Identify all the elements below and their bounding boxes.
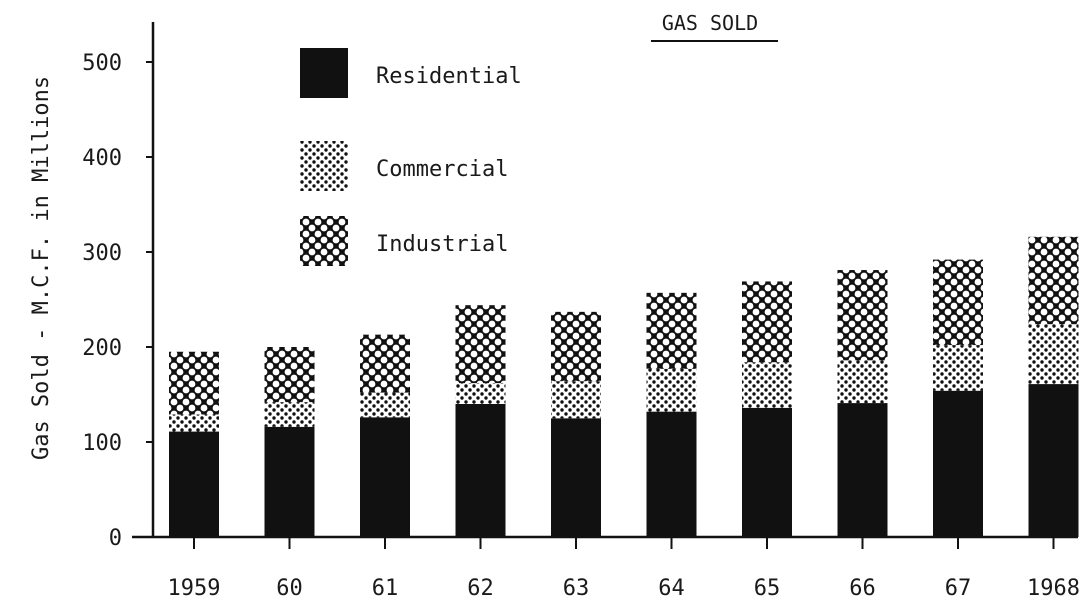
bar-segment-residential-62	[455, 404, 506, 537]
bar-segment-industrial-61	[360, 334, 410, 393]
bar-segment-industrial-60	[264, 347, 315, 403]
bar-segment-commercial-62	[455, 383, 506, 404]
bar-segment-commercial-65	[742, 362, 792, 408]
x-tick-label: 65	[754, 576, 781, 601]
bars	[169, 236, 1079, 537]
x-tick-label: 66	[849, 576, 876, 601]
bar-segment-commercial-63	[551, 381, 601, 419]
x-tick-label: 1968	[1027, 576, 1080, 601]
bar-segment-industrial-66	[837, 270, 888, 361]
bar-segment-commercial-67	[933, 345, 983, 391]
bar-segment-residential-1968	[1028, 384, 1079, 537]
bar-segment-residential-60	[264, 426, 315, 537]
legend-swatch-commercial	[300, 141, 348, 191]
bar-segment-industrial-64	[646, 292, 697, 369]
y-axis-title: Gas Sold - M.C.F. in Millions	[29, 76, 54, 460]
y-axis-ticks: 0 100 200 300 400 500	[82, 51, 153, 551]
legend-swatch-residential	[300, 48, 348, 98]
bar-segment-commercial-66	[837, 360, 888, 404]
x-tick-label: 1959	[168, 576, 221, 601]
x-axis-ticks: 1959 60 61 62 63 64 65 66 67 1968	[168, 537, 1080, 601]
chart-title: GAS SOLD	[662, 11, 758, 35]
bar-segment-industrial-1959	[169, 351, 219, 415]
legend-swatch-industrial	[300, 216, 348, 266]
y-tick-label: 200	[82, 336, 122, 361]
bar-segment-commercial-61	[360, 392, 410, 418]
bar-segment-residential-64	[646, 411, 697, 537]
x-tick-label: 63	[563, 576, 590, 601]
legend-label-industrial: Industrial	[376, 232, 508, 257]
bar-segment-residential-65	[742, 407, 792, 537]
bar-segment-industrial-62	[455, 305, 506, 384]
bar-segment-industrial-65	[742, 281, 792, 363]
bar-segment-commercial-64	[646, 368, 697, 412]
bar-segment-industrial-63	[551, 311, 601, 382]
x-tick-label: 67	[945, 576, 972, 601]
bar-segment-residential-66	[837, 403, 888, 537]
legend-label-residential: Residential	[376, 64, 522, 89]
legend-label-commercial: Commercial	[376, 157, 508, 182]
bar-segment-commercial-60	[264, 402, 315, 427]
y-tick-label: 300	[82, 241, 122, 266]
y-tick-label: 400	[82, 146, 122, 171]
x-tick-label: 64	[658, 576, 685, 601]
y-tick-label: 100	[82, 431, 122, 456]
bar-segment-industrial-67	[933, 259, 983, 346]
y-tick-label: 500	[82, 51, 122, 76]
x-tick-label: 61	[372, 576, 399, 601]
bar-segment-industrial-1968	[1028, 236, 1079, 325]
legend: Residential Commercial Industrial	[300, 48, 522, 266]
bar-segment-residential-61	[360, 417, 410, 537]
bar-segment-residential-1959	[169, 431, 219, 537]
x-tick-label: 62	[467, 576, 494, 601]
y-tick-label: 0	[109, 526, 122, 551]
bar-segment-commercial-1968	[1028, 324, 1079, 385]
bar-segment-commercial-1959	[169, 414, 219, 432]
x-tick-label: 60	[276, 576, 303, 601]
bar-segment-residential-63	[551, 418, 601, 537]
bar-segment-residential-67	[933, 390, 983, 537]
